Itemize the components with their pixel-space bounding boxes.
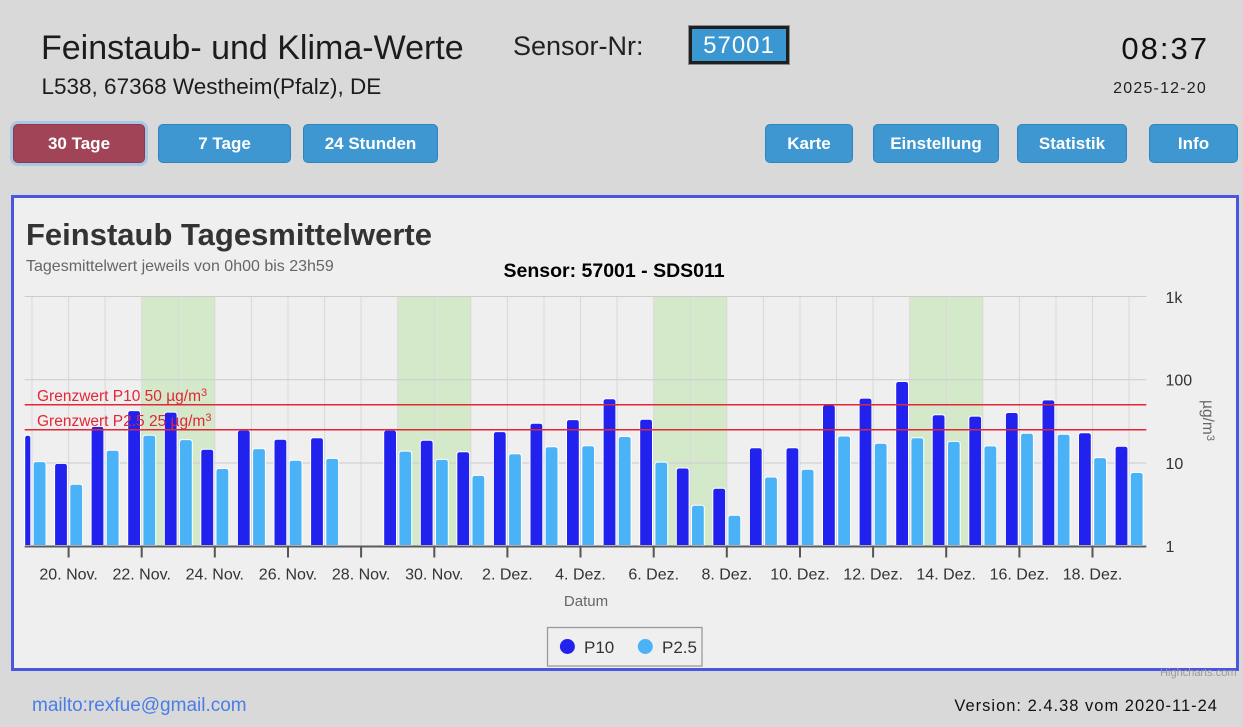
- svg-text:100: 100: [1166, 373, 1193, 390]
- svg-text:Grenzwert P10 50 µg/m3: Grenzwert P10 50 µg/m3: [37, 387, 207, 405]
- svg-text:4. Dez.: 4. Dez.: [555, 567, 606, 584]
- svg-text:1k: 1k: [1166, 290, 1184, 307]
- svg-text:18. Dez.: 18. Dez.: [1063, 567, 1123, 584]
- svg-text:26. Nov.: 26. Nov.: [259, 567, 317, 584]
- svg-text:Datum: Datum: [564, 593, 608, 610]
- svg-text:1: 1: [1166, 539, 1175, 556]
- svg-text:20. Nov.: 20. Nov.: [39, 567, 97, 584]
- svg-text:2. Dez.: 2. Dez.: [482, 567, 533, 584]
- svg-text:24. Nov.: 24. Nov.: [186, 567, 244, 584]
- svg-text:28. Nov.: 28. Nov.: [332, 567, 390, 584]
- svg-text:10: 10: [1166, 456, 1184, 473]
- svg-text:P2.5: P2.5: [662, 638, 697, 657]
- svg-text:30. Nov.: 30. Nov.: [405, 567, 463, 584]
- svg-text:Grenzwert P2.5 25 µg/m3: Grenzwert P2.5 25 µg/m3: [37, 412, 211, 430]
- svg-text:14. Dez.: 14. Dez.: [916, 567, 976, 584]
- svg-text:22. Nov.: 22. Nov.: [112, 567, 170, 584]
- svg-text:8. Dez.: 8. Dez.: [701, 567, 752, 584]
- svg-text:12. Dez.: 12. Dez.: [843, 567, 903, 584]
- svg-text:10. Dez.: 10. Dez.: [770, 567, 830, 584]
- svg-text:P10: P10: [584, 638, 614, 657]
- svg-text:16. Dez.: 16. Dez.: [990, 567, 1050, 584]
- svg-text:6. Dez.: 6. Dez.: [628, 567, 679, 584]
- svg-text:µg/m3: µg/m3: [1199, 400, 1216, 441]
